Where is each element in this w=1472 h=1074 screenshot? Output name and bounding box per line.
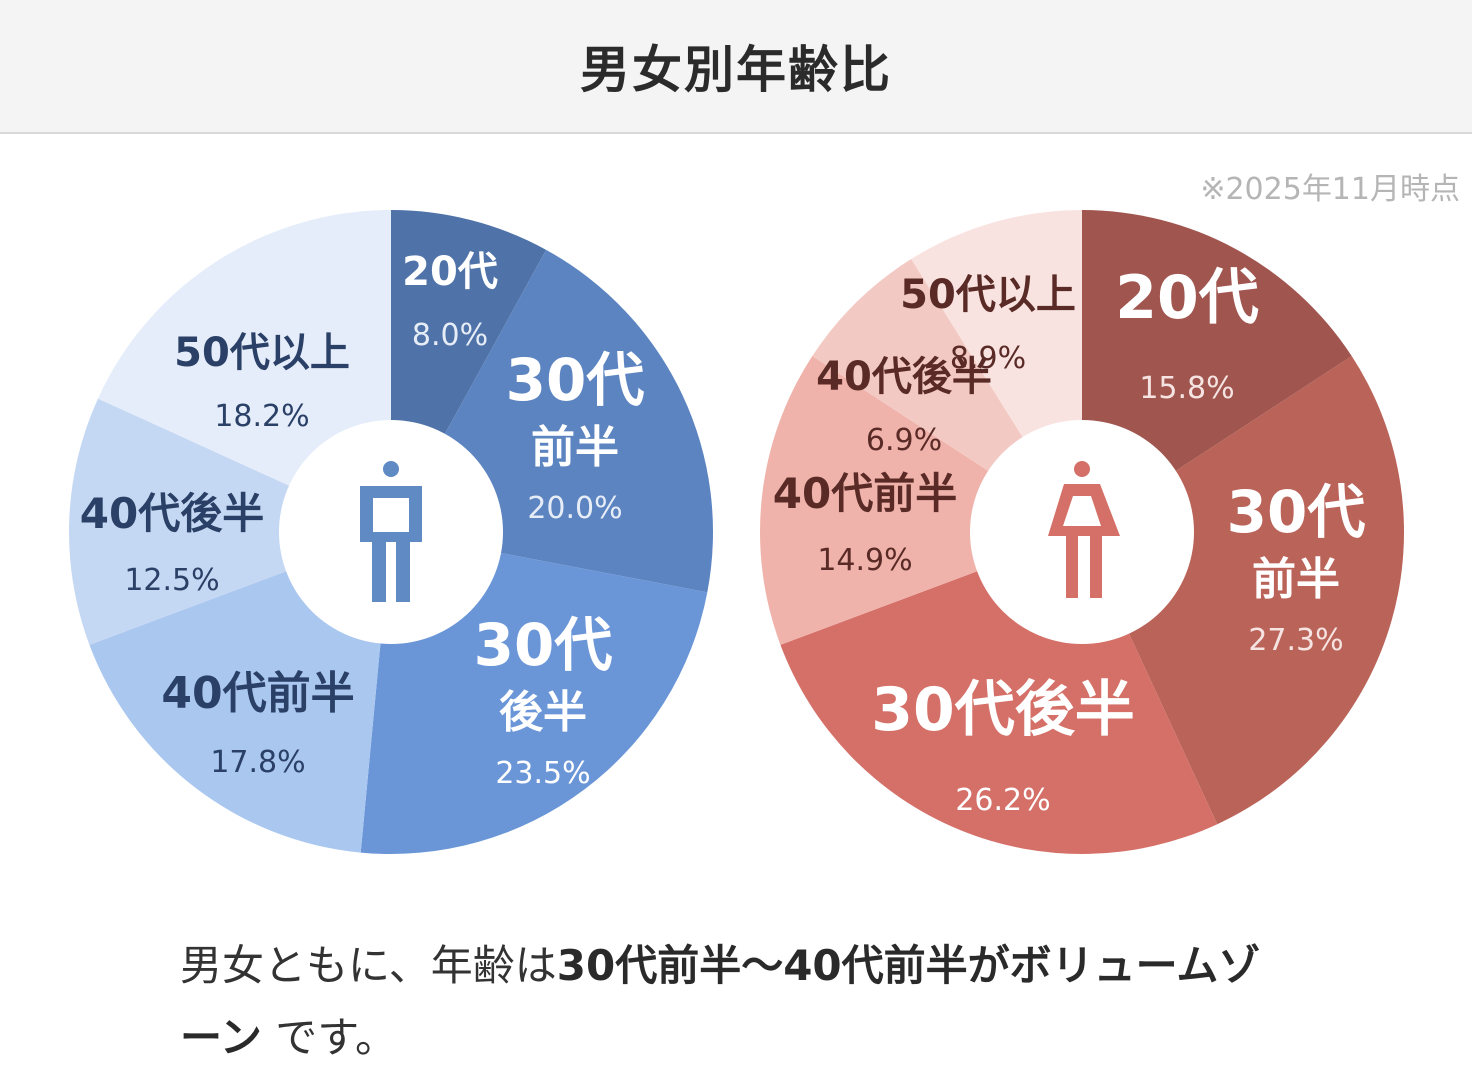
slice-value-label: 26.2% — [955, 783, 1050, 818]
slice-value-label: 18.2% — [214, 399, 309, 434]
slice-label: 前半 — [1252, 554, 1340, 605]
date-note: ※2025年11月時点 — [1200, 172, 1460, 207]
slice-value-label: 27.3% — [1248, 623, 1343, 658]
summary-part-1: 男女ともに、年齢は — [180, 941, 557, 990]
slice-label: 30代後半 — [871, 675, 1135, 745]
slice-label: 40代後半 — [816, 354, 992, 400]
slice-label: 20代 — [402, 249, 498, 295]
page-header: 男女別年齢比 — [0, 0, 1472, 134]
summary-emphasis: 30代前半〜40代前半がボリュームゾーン — [180, 941, 1261, 1062]
slice-label: 30代 — [506, 346, 645, 414]
pie-slice — [759, 356, 1082, 645]
summary-text: 男女ともに、年齢は30代前半〜40代前半がボリュームゾーン です。 — [180, 930, 1300, 1074]
pie-slice — [68, 398, 392, 645]
slice-value-label: 20.0% — [527, 491, 622, 526]
slice-value-label: 15.8% — [1139, 371, 1234, 406]
slice-label: 30代 — [1227, 478, 1366, 546]
slice-label: 40代前半 — [773, 469, 957, 518]
page-title: 男女別年齢比 — [580, 41, 892, 99]
slice-value-label: 23.5% — [495, 756, 590, 791]
slice-label: 50代以上 — [174, 330, 350, 376]
pie-chart-male: 20代8.0%30代前半20.0%30代後半23.5%40代前半17.8%40代… — [68, 210, 713, 854]
slice-label: 40代前半 — [161, 668, 354, 719]
slice-label: 20代 — [1115, 263, 1259, 333]
pie-slice — [1082, 356, 1404, 825]
slice-label: 前半 — [531, 422, 619, 473]
female-person-icon — [1048, 461, 1120, 598]
slice-value-label: 8.0% — [412, 318, 488, 353]
slice-value-label: 17.8% — [210, 745, 305, 780]
slice-value-label: 8.9% — [950, 341, 1026, 376]
slice-label: 50代以上 — [900, 272, 1076, 318]
slice-label: 40代後半 — [80, 489, 264, 538]
slice-value-label: 12.5% — [124, 563, 219, 598]
pie-chart-female: 20代 15.8% 30代前半 27.3% 30代後半 26.2% 40代前半 14.9% 40… — [759, 210, 1404, 854]
male-person-icon — [360, 461, 422, 602]
summary-part-2: です。 — [261, 1013, 398, 1062]
slice-value-label: 14.9% — [817, 543, 912, 578]
slice-value-label: 6.9% — [866, 423, 942, 458]
slice-label: 後半 — [499, 687, 587, 738]
slice-label: 30代 — [474, 611, 613, 679]
